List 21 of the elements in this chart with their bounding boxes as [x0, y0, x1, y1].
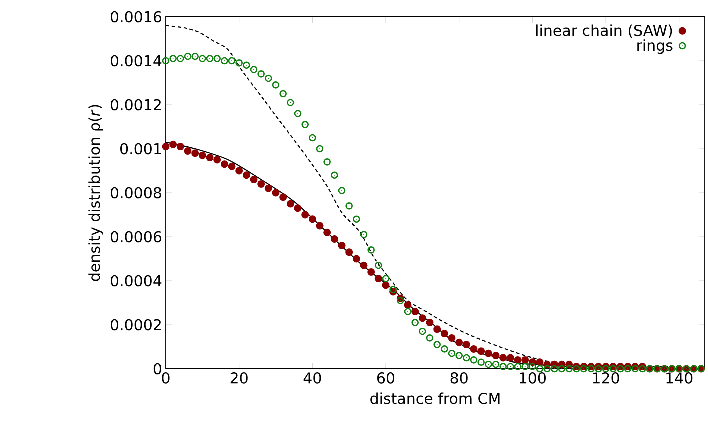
y-tick-label: 0.0016: [110, 11, 162, 23]
x-tick-label: 0: [162, 372, 170, 384]
x-tick-label: 140: [666, 372, 693, 384]
x-tick-label: 40: [304, 372, 322, 384]
x-tick-label: 60: [378, 372, 395, 384]
y-tick-label: 0.0002: [110, 319, 161, 331]
y-tick-label: 0.0004: [110, 275, 162, 287]
x-tick-label: 80: [450, 372, 468, 384]
y-axis-title: density distribution ρ(r): [88, 105, 104, 282]
x-tick-label: 120: [593, 372, 620, 384]
legend-label: linear chain (SAW): [536, 24, 672, 38]
y-tick-label: 0: [154, 363, 162, 375]
y-tick-label: 0.0012: [110, 99, 161, 111]
x-tick-label: 100: [520, 372, 546, 384]
x-tick-label: 20: [230, 372, 248, 384]
y-tick-label: 0.001: [120, 143, 162, 155]
legend-label: rings: [638, 40, 673, 54]
y-tick-label: 0.0014: [110, 55, 162, 67]
y-tick-label: 0.0008: [110, 187, 162, 199]
y-tick-label: 0.0006: [110, 231, 162, 243]
x-axis-title: distance from CM: [370, 392, 500, 404]
